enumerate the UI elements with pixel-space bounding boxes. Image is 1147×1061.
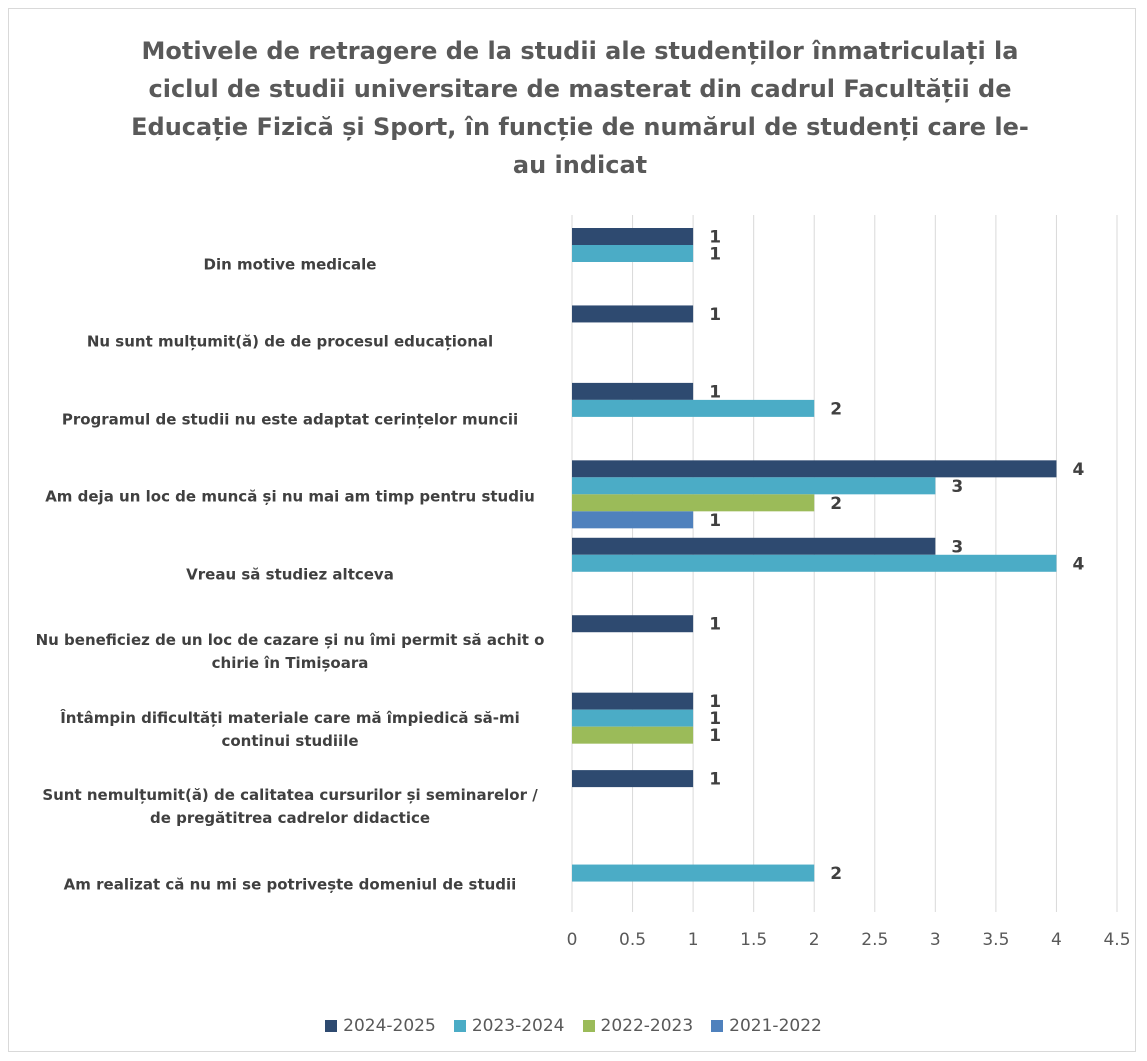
bar bbox=[572, 305, 694, 323]
bar bbox=[572, 709, 694, 727]
bar bbox=[572, 477, 936, 495]
bar bbox=[572, 554, 1057, 572]
data-label: 1 bbox=[709, 511, 721, 531]
bar bbox=[572, 770, 694, 788]
bar bbox=[572, 460, 1057, 478]
category-label-line: Întâmpin dificultăți materiale care mă î… bbox=[60, 708, 520, 727]
category-label: Sunt nemulțumit(ă) de calitatea cursuril… bbox=[20, 784, 560, 830]
category-label-line: Nu sunt mulțumit(ă) de de procesul educa… bbox=[86, 332, 494, 351]
legend-item: 2024-2025 bbox=[325, 1016, 436, 1036]
x-tick-label: 3.5 bbox=[982, 930, 1009, 950]
category-label-line: Nu beneficiez de un loc de cazare și nu … bbox=[35, 631, 545, 650]
x-tick-label: 4 bbox=[1051, 930, 1062, 950]
category-label: Nu beneficiez de un loc de cazare și nu … bbox=[20, 629, 560, 675]
bar bbox=[572, 864, 815, 882]
x-tick-label: 1 bbox=[688, 930, 699, 950]
category-label-line: chirie în Timișoara bbox=[211, 654, 369, 673]
category-label-line: Am realizat că nu mi se potrivește domen… bbox=[63, 875, 517, 894]
bar bbox=[572, 382, 694, 400]
data-label: 4 bbox=[1073, 554, 1085, 574]
legend-swatch bbox=[711, 1020, 724, 1032]
category-label-line: continui studiile bbox=[221, 731, 359, 750]
category-label-line: Sunt nemulțumit(ă) de calitatea cursuril… bbox=[42, 786, 538, 805]
bar bbox=[572, 537, 936, 555]
category-label: Vreau să studiez altceva bbox=[20, 563, 560, 586]
category-label: Am realizat că nu mi se potrivește domen… bbox=[20, 873, 560, 896]
bar bbox=[572, 726, 694, 744]
legend-item: 2021-2022 bbox=[711, 1016, 822, 1036]
legend-label: 2022-2023 bbox=[600, 1016, 694, 1036]
x-tick-label: 2 bbox=[809, 930, 820, 950]
bar bbox=[572, 494, 815, 512]
data-label: 1 bbox=[709, 382, 721, 402]
legend-label: 2023-2024 bbox=[471, 1016, 565, 1036]
data-label: 1 bbox=[709, 770, 721, 790]
category-label-line: Am deja un loc de muncă și nu mai am tim… bbox=[45, 487, 535, 506]
legend-swatch bbox=[582, 1020, 595, 1032]
legend-label: 2024-2025 bbox=[343, 1016, 436, 1036]
data-label: 1 bbox=[709, 245, 721, 265]
data-label: 1 bbox=[709, 709, 721, 729]
x-tick-label: 3 bbox=[930, 930, 941, 950]
bar bbox=[572, 245, 694, 262]
legend-item: 2023-2024 bbox=[453, 1016, 565, 1036]
data-label: 2 bbox=[830, 399, 842, 419]
data-label: 1 bbox=[709, 615, 721, 635]
x-tick-label: 4.5 bbox=[1103, 930, 1130, 950]
x-tick-label: 1.5 bbox=[740, 930, 767, 950]
category-label: Programul de studii nu este adaptat ceri… bbox=[20, 408, 560, 431]
data-label: 2 bbox=[830, 864, 842, 884]
category-label: Am deja un loc de muncă și nu mai am tim… bbox=[20, 486, 560, 509]
x-tick-label: 2.5 bbox=[861, 930, 888, 950]
x-tick-label: 0 bbox=[567, 930, 578, 950]
chart-legend: 2024-2025 2023-2024 2022-2023 2021-2022 bbox=[0, 1016, 1147, 1037]
data-label: 1 bbox=[709, 305, 721, 325]
category-label-line: Vreau să studiez altceva bbox=[186, 565, 394, 584]
legend-swatch bbox=[325, 1020, 338, 1032]
category-label-line: de pregătitrea cadrelor didactice bbox=[149, 809, 431, 828]
bar bbox=[572, 615, 694, 633]
bar bbox=[572, 399, 815, 417]
data-label: 1 bbox=[709, 692, 721, 712]
data-label: 1 bbox=[709, 726, 721, 746]
data-label: 3 bbox=[951, 477, 963, 497]
legend-item: 2022-2023 bbox=[582, 1016, 694, 1036]
category-label-line: Programul de studii nu este adaptat ceri… bbox=[61, 410, 519, 429]
data-label: 3 bbox=[951, 537, 963, 557]
category-label: Întâmpin dificultăți materiale care mă î… bbox=[20, 707, 560, 753]
x-tick-label: 0.5 bbox=[619, 930, 646, 950]
bar bbox=[572, 692, 694, 710]
bar bbox=[572, 511, 694, 529]
category-label: Nu sunt mulțumit(ă) de de procesul educa… bbox=[20, 331, 560, 354]
category-label-line: Din motive medicale bbox=[203, 255, 377, 274]
legend-swatch bbox=[453, 1020, 466, 1032]
data-label: 4 bbox=[1073, 460, 1085, 480]
data-label: 1 bbox=[709, 228, 721, 248]
legend-label: 2021-2022 bbox=[729, 1016, 822, 1036]
data-label: 2 bbox=[830, 494, 842, 514]
category-label: Din motive medicale bbox=[20, 254, 560, 277]
bar bbox=[572, 228, 694, 245]
chart-title: Motivele de retragere de la studii ale s… bbox=[131, 37, 1029, 179]
